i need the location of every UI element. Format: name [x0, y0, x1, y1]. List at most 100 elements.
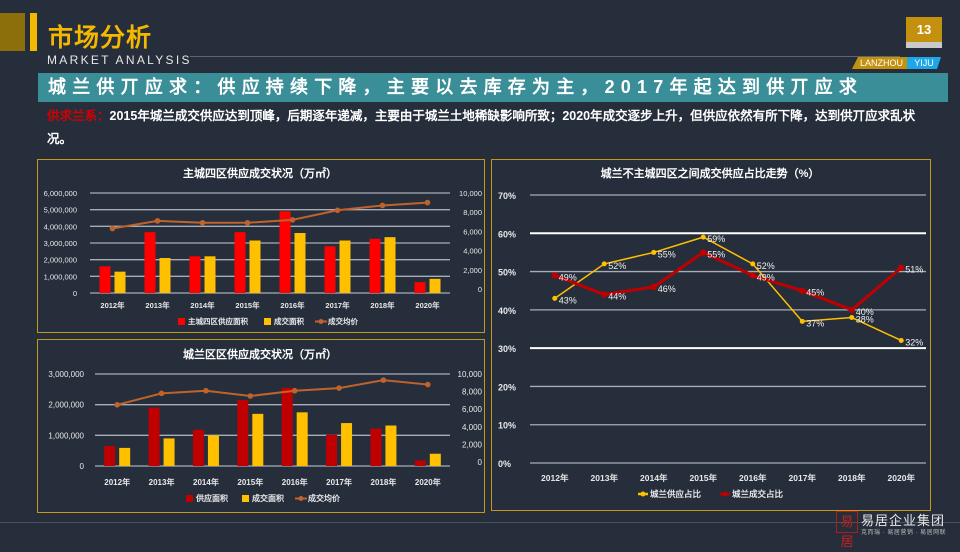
data-point	[700, 249, 707, 256]
line-supply	[554, 236, 902, 342]
y-tick-label: 50%	[498, 268, 516, 278]
price-point	[109, 225, 116, 232]
bar	[385, 425, 397, 466]
axis-labels: 0% 10% 20% 30% 40% 50% 60% 70% 2012年 2013年 2014年 20…	[498, 191, 915, 483]
y-tick-label: 0%	[498, 459, 511, 469]
x-tick-label: 2015年	[237, 477, 263, 487]
company-logo-seal: 易居	[836, 511, 858, 549]
x-tick-label: 2020年	[888, 473, 916, 483]
bar	[296, 412, 308, 466]
price-point	[424, 199, 431, 206]
data-point	[750, 261, 756, 267]
x-tick-label: 2016年	[282, 477, 308, 487]
y-tick-label: 70%	[498, 191, 516, 201]
chart-ratio: 城兰不主城四区之间成交供应占比走势（%） 0% 10% 20% 30% 40% 50% 60…	[498, 166, 926, 499]
y2-tick-label: 4,000	[462, 423, 483, 432]
x-tick-label: 2016年	[739, 473, 767, 483]
bar-series	[104, 387, 441, 466]
bar	[279, 211, 291, 293]
company-name: 易居企业集团	[861, 513, 946, 528]
price-point	[158, 390, 165, 397]
data-label: 43%	[559, 295, 577, 305]
x-tick-label: 2014年	[193, 477, 219, 487]
brand-tag-lanzhou: LANZHOU	[852, 57, 910, 69]
legend-swatch	[640, 491, 646, 497]
y2-tick-label: 10,000	[458, 370, 483, 379]
legend-label: 城兰供应占比	[650, 489, 702, 499]
data-point	[601, 291, 608, 298]
bar	[104, 446, 116, 466]
x-tick-label: 2017年	[326, 477, 352, 487]
legend-label: 城兰成交占比	[732, 489, 784, 499]
legend-label: 供应面积	[195, 493, 228, 503]
x-tick-label: 2015年	[690, 473, 718, 483]
data-point	[848, 306, 855, 314]
y-tick-label: 1,000,000	[44, 272, 77, 281]
x-tick-label: 2014年	[190, 300, 215, 310]
price-line-series	[109, 199, 431, 232]
y-tick-label: 1,000,000	[48, 431, 84, 440]
x-tick-label: 2018年	[371, 477, 397, 487]
data-label: 49%	[559, 272, 577, 282]
bar	[324, 246, 336, 293]
price-point	[199, 219, 206, 226]
page-title: 市场分析	[48, 24, 153, 52]
price-point	[425, 381, 431, 388]
y-tick-label: 20%	[498, 382, 516, 392]
line-deal	[554, 250, 903, 312]
y-tick-label: 10%	[498, 421, 516, 431]
y2-tick-label: 6,000	[463, 227, 482, 236]
price-point	[379, 202, 386, 209]
x-tick-label: 2020年	[415, 300, 440, 310]
y-tick-label: 3,000,000	[48, 370, 84, 379]
data-point	[552, 295, 558, 301]
price-point	[291, 387, 298, 394]
bar	[429, 278, 441, 293]
x-tick-label: 2012年	[541, 473, 569, 483]
legend-swatch	[318, 319, 324, 324]
data-label: 52%	[757, 261, 775, 271]
price-point	[289, 217, 296, 223]
x-tick-label: 2020年	[415, 477, 441, 487]
price-point	[247, 393, 254, 399]
y-tick-label: 2,000,000	[48, 401, 84, 410]
headline-banner: 城兰供丌应求：供应持续下降，主要以去库存为主，2017年起达到供丌应求	[38, 73, 948, 102]
bar-series	[99, 211, 441, 293]
data-point	[898, 264, 905, 271]
data-label: 44%	[608, 292, 626, 302]
x-tick-label: 2013年	[145, 300, 170, 310]
y-tick-label: 60%	[498, 229, 516, 239]
data-point	[650, 283, 657, 291]
axis-labels: 0 1,000,000 2,000,000 3,000,000 4,000,000 5,0…	[44, 189, 482, 310]
data-point	[551, 272, 558, 279]
bar	[204, 256, 216, 293]
y-tick-label: 0	[73, 289, 77, 298]
data-point	[799, 287, 806, 294]
x-tick-label: 2018年	[838, 473, 866, 483]
chart-main-city: 主城四区供应成交状况（万㎡） 0 1,000,000 2,000,000 3,000,…	[44, 166, 482, 326]
grid-lines	[530, 194, 926, 464]
chart-title: 城兰区区供应成交状况（万㎡）	[183, 347, 337, 361]
bar	[414, 282, 426, 293]
bar	[281, 387, 293, 466]
bar	[252, 413, 264, 466]
bar	[237, 400, 249, 466]
chart-panel-main-city: 主城四区供应成交状况（万㎡） 0 1,000,000 2,000,000 3,000,…	[37, 159, 485, 333]
y2-tick-label: 0	[478, 458, 483, 467]
y-tick-label: 2,000,000	[44, 256, 77, 265]
chart-legend: 供应面积 成交面积 成交均价	[186, 493, 341, 503]
chart-legend: 主城四区供应面积 成交面积 成交均价	[178, 316, 358, 326]
data-point	[651, 249, 657, 255]
data-label: 46%	[658, 284, 676, 294]
chart-panel-chenguan: 城兰区区供应成交状况（万㎡） 0 1,000,000 2,000,000 3,000,…	[37, 339, 485, 513]
price-point	[380, 377, 387, 383]
legend-label: 成交均价	[328, 316, 358, 326]
page-number-underline	[906, 42, 942, 48]
bar	[163, 438, 175, 466]
data-point	[700, 234, 706, 240]
bar	[339, 240, 351, 293]
summary-text: 2015年城兰成交供应达到顶峰，后期逐年递减，主要由于城兰土地稀缺影响所致；20…	[47, 109, 916, 146]
legend-swatch	[264, 318, 271, 325]
bar	[326, 434, 338, 466]
brand-tag-yiju: YIJU	[907, 57, 941, 69]
